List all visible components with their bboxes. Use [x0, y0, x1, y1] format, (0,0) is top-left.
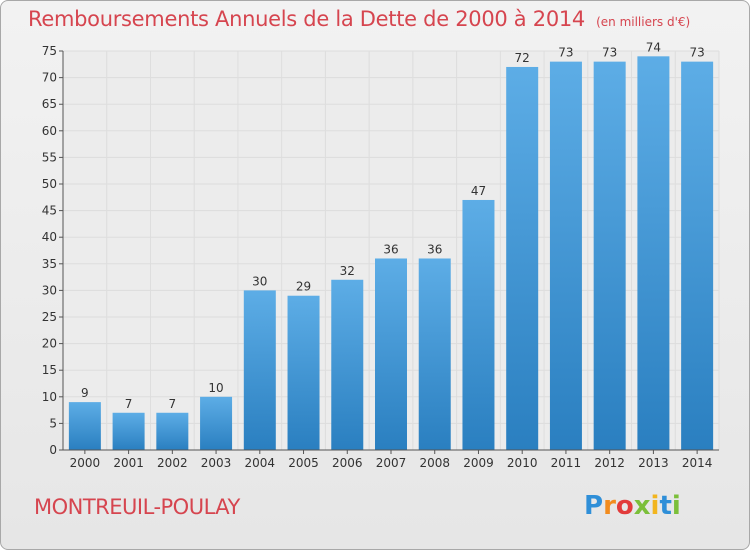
chart-title: Remboursements Annuels de la Dette de 20… — [28, 7, 585, 31]
data-label: 47 — [471, 184, 486, 198]
logo-letter: i — [650, 491, 660, 521]
y-tick-label: 50 — [42, 177, 57, 191]
logo-letter: o — [615, 491, 634, 521]
x-tick-label: 2000 — [70, 456, 101, 470]
x-tick-label: 2010 — [507, 456, 538, 470]
bar — [549, 61, 582, 450]
logo-letter: r — [603, 491, 616, 521]
title-row: Remboursements Annuels de la Dette de 20… — [28, 7, 690, 31]
data-label: 9 — [81, 386, 89, 400]
x-tick-label: 2011 — [551, 456, 582, 470]
data-label: 7 — [169, 397, 177, 411]
y-tick-label: 30 — [42, 283, 57, 297]
x-tick-label: 2004 — [245, 456, 276, 470]
y-tick-label: 0 — [49, 443, 57, 457]
logo-letter: i — [671, 491, 681, 521]
data-label: 73 — [558, 46, 573, 60]
y-tick-label: 10 — [42, 390, 57, 404]
data-label: 73 — [689, 46, 704, 60]
x-tick-label: 2008 — [419, 456, 450, 470]
y-tick-label: 15 — [42, 363, 57, 377]
bar — [681, 61, 714, 450]
bar — [462, 199, 495, 450]
x-tick-label: 2005 — [288, 456, 319, 470]
data-label: 10 — [208, 381, 223, 395]
logo-letter: x — [633, 491, 651, 521]
y-tick-label: 75 — [42, 44, 57, 58]
bar — [287, 295, 320, 450]
x-tick-label: 2009 — [463, 456, 494, 470]
bar — [200, 396, 233, 450]
labels-layer: 0 5 10 15 20 25 30 35 40 45 50 55 60 65 70 75 9 2000 7 2001… — [42, 40, 713, 470]
proxiti-logo: Proxiti — [584, 491, 681, 521]
bar — [68, 402, 101, 450]
data-label: 29 — [296, 280, 311, 294]
x-tick-label: 2013 — [638, 456, 669, 470]
y-tick-label: 70 — [42, 71, 57, 85]
bar — [331, 279, 364, 450]
y-tick-label: 45 — [42, 204, 57, 218]
y-tick-label: 25 — [42, 310, 57, 324]
logo-letter: P — [584, 491, 604, 521]
bar — [506, 66, 539, 451]
data-label: 74 — [646, 40, 661, 54]
x-tick-label: 2003 — [201, 456, 232, 470]
x-tick-label: 2014 — [682, 456, 713, 470]
y-tick-label: 20 — [42, 337, 57, 351]
data-label: 7 — [125, 397, 133, 411]
commune-name: MONTREUIL-POULAY — [34, 495, 240, 519]
data-label: 73 — [602, 46, 617, 60]
data-label: 32 — [340, 264, 355, 278]
x-tick-label: 2001 — [113, 456, 144, 470]
x-tick-label: 2002 — [157, 456, 188, 470]
bars-layer — [68, 56, 714, 451]
logo-letter: t — [659, 491, 672, 521]
x-tick-label: 2012 — [594, 456, 625, 470]
x-tick-label: 2006 — [332, 456, 363, 470]
bar — [156, 412, 189, 450]
y-tick-label: 65 — [42, 97, 57, 111]
bar — [243, 290, 276, 450]
data-label: 30 — [252, 274, 267, 288]
y-tick-label: 35 — [42, 257, 57, 271]
axis-layer — [59, 50, 719, 454]
y-tick-label: 60 — [42, 124, 57, 138]
bar — [637, 56, 670, 450]
data-label: 72 — [515, 51, 530, 65]
y-tick-label: 5 — [49, 416, 57, 430]
y-tick-label: 55 — [42, 150, 57, 164]
bar — [593, 61, 626, 450]
bar — [418, 258, 451, 450]
y-tick-label: 40 — [42, 230, 57, 244]
data-label: 36 — [383, 242, 398, 256]
bar — [112, 412, 145, 450]
data-label: 36 — [427, 242, 442, 256]
x-tick-label: 2007 — [376, 456, 407, 470]
bar — [375, 258, 407, 450]
chart-unit-note: (en milliers d'€) — [596, 15, 691, 29]
